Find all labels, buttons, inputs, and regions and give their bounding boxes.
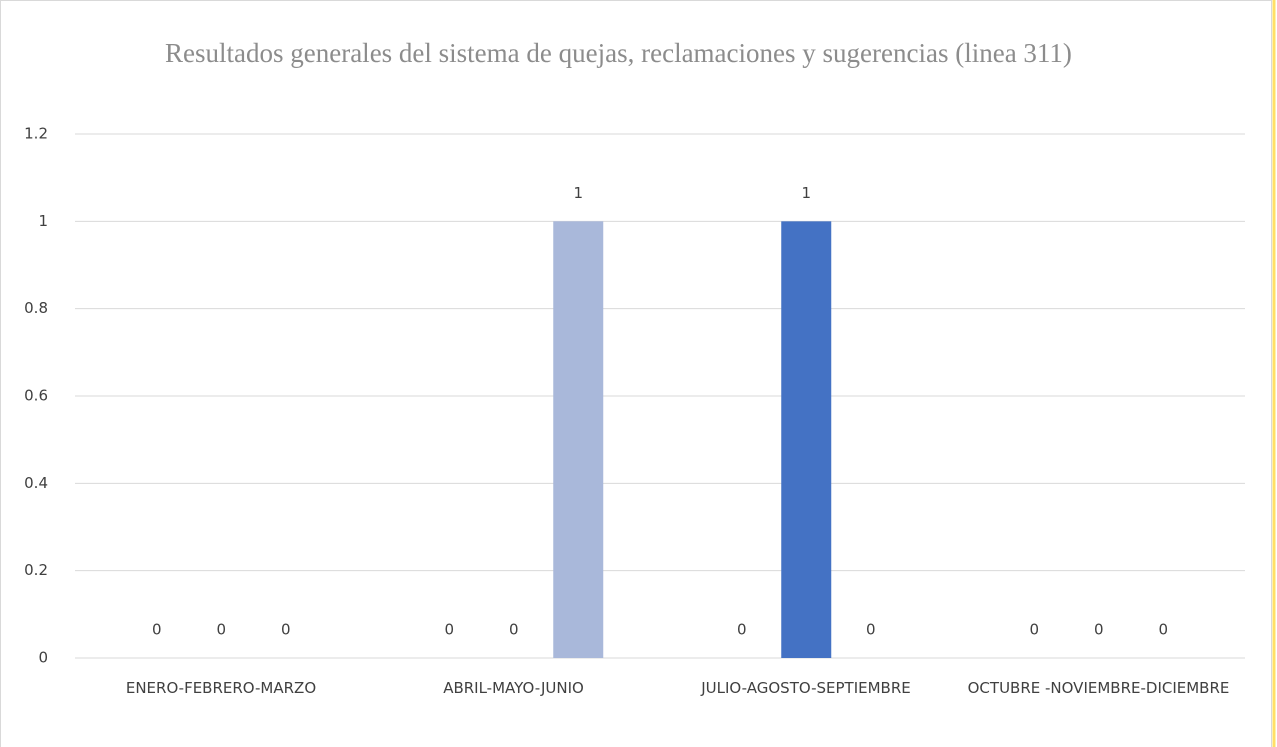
x-tick-label: JULIO-AGOSTO-SEPTIEMBRE <box>701 679 911 697</box>
value-label: 0 <box>509 621 519 639</box>
value-label: 1 <box>573 184 583 202</box>
y-tick-label: 0.6 <box>24 387 48 405</box>
value-label: 1 <box>801 184 811 202</box>
x-tick-label: OCTUBRE -NOVIEMBRE-DICIEMBRE <box>967 679 1230 697</box>
y-tick-label: 1.2 <box>24 125 48 143</box>
y-tick-label: 0.8 <box>24 299 48 317</box>
value-label: 0 <box>1158 621 1168 639</box>
value-label: 0 <box>866 621 876 639</box>
value-label: 0 <box>281 621 291 639</box>
x-tick-label: ABRIL-MAYO-JUNIO <box>443 679 584 697</box>
value-label: 0 <box>152 621 162 639</box>
value-label: 0 <box>737 621 747 639</box>
y-tick-label: 1 <box>38 212 48 230</box>
y-tick-label: 0.2 <box>24 561 48 579</box>
value-label: 0 <box>1029 621 1039 639</box>
bar <box>553 221 604 659</box>
y-tick-label: 0.4 <box>24 474 48 492</box>
value-label: 0 <box>216 621 226 639</box>
chart-title: Resultados generales del sistema de quej… <box>165 38 1072 68</box>
x-tick-label: ENERO-FEBRERO-MARZO <box>125 679 317 697</box>
bar <box>781 221 832 659</box>
y-tick-label: 0 <box>38 649 48 667</box>
value-label: 0 <box>444 621 454 639</box>
value-label: 0 <box>1094 621 1104 639</box>
